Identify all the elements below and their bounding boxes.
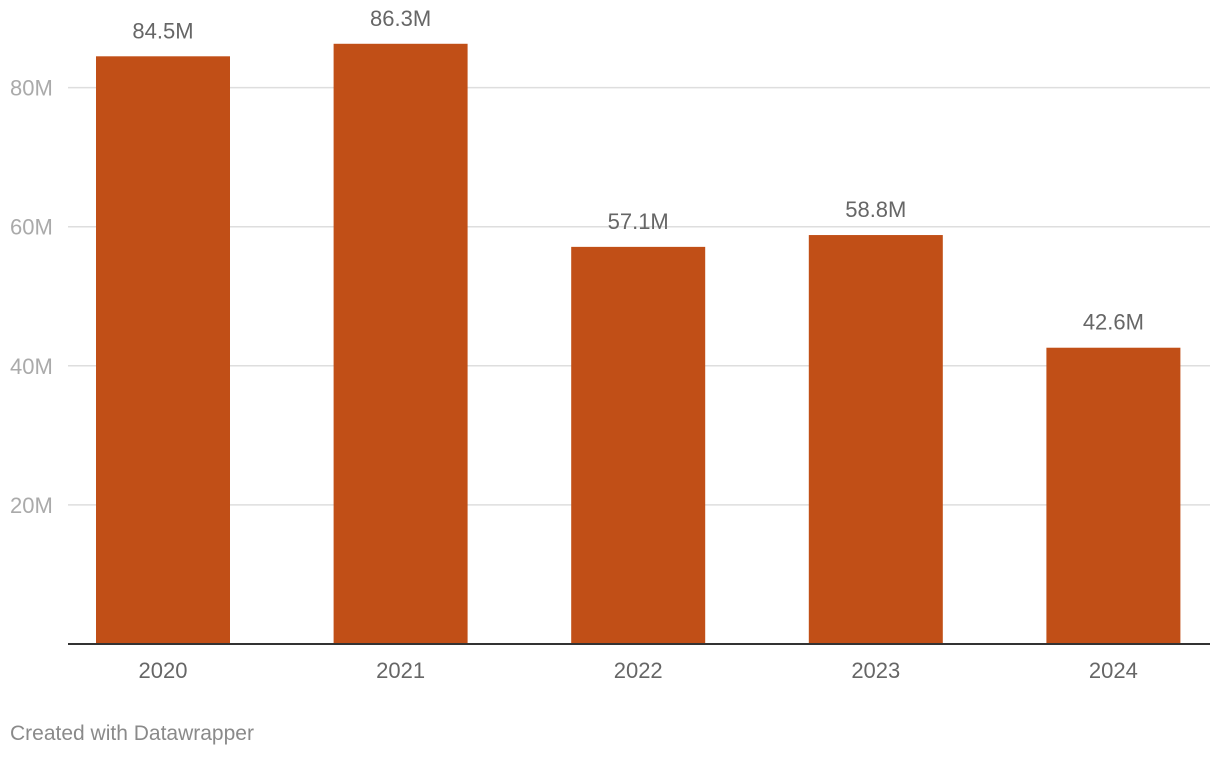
bar-2020	[96, 56, 230, 645]
data-label-2024: 42.6M	[1083, 310, 1144, 335]
bar-chart: 84.5M 86.3M 57.1M 58.8M 42.6M 20M 40M 60M 80M 2…	[10, 6, 1210, 683]
x-tick-label-2022: 2022	[614, 658, 663, 683]
bars	[96, 43, 1181, 645]
y-tick-label: 80M	[10, 76, 53, 101]
data-label-2020: 84.5M	[132, 18, 193, 43]
data-label-2022: 57.1M	[608, 209, 669, 234]
y-axis: 20M 40M 60M 80M	[10, 76, 53, 518]
x-tick-label-2021: 2021	[376, 658, 425, 683]
x-tick-label-2020: 2020	[139, 658, 188, 683]
data-labels: 84.5M 86.3M 57.1M 58.8M 42.6M	[132, 6, 1144, 335]
x-tick-label-2024: 2024	[1089, 658, 1138, 683]
y-tick-label: 60M	[10, 215, 53, 240]
y-tick-label: 20M	[10, 493, 53, 518]
bar-2023	[808, 235, 943, 644]
credit-text: Created with Datawrapper	[10, 722, 254, 745]
y-tick-label: 40M	[10, 354, 53, 379]
x-tick-label-2023: 2023	[851, 658, 900, 683]
bar-2021	[333, 43, 468, 644]
data-label-2021: 86.3M	[370, 6, 431, 31]
data-label-2023: 58.8M	[845, 197, 906, 222]
bar-2024	[1046, 347, 1181, 644]
bar-2022	[571, 246, 706, 644]
x-axis: 2020 2021 2022 2023 2024	[139, 658, 1138, 683]
